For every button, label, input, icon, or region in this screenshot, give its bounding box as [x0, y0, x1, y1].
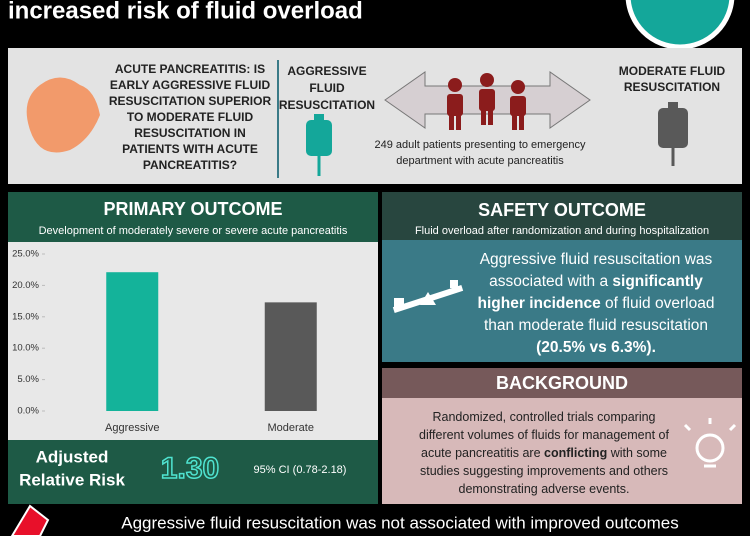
- safety-subtitle: Fluid overload after randomization and d…: [415, 225, 709, 237]
- risk-label: Adjusted: [36, 447, 109, 466]
- primary-subtitle: Development of moderately severe or seve…: [39, 225, 348, 237]
- background-line: demonstrating adverse events.: [459, 482, 630, 496]
- text-segment: of fluid overload: [601, 295, 715, 312]
- background-line: different volumes of fluids for manageme…: [419, 428, 669, 442]
- warning-arrow: [10, 504, 50, 536]
- y-tick-label: 15.0%: [12, 311, 39, 322]
- text-segment: studies suggesting improvements and othe…: [420, 464, 668, 478]
- text-segment: different volumes of fluids for manageme…: [419, 428, 669, 442]
- moderate-label: RESUSCITATION: [624, 80, 720, 94]
- safety-line: (20.5% vs 6.3%).: [536, 339, 656, 356]
- population-line: 249 adult patients presenting to emergen…: [375, 139, 586, 151]
- safety-line: higher incidence of fluid overload: [478, 295, 715, 312]
- header-title: increased risk of fluid overload: [8, 0, 363, 24]
- text-segment: associated with a: [489, 273, 612, 290]
- background-header: [382, 368, 742, 398]
- safety-title: SAFETY OUTCOME: [478, 200, 646, 220]
- background-line: studies suggesting improvements and othe…: [420, 464, 668, 478]
- people-icon: [447, 73, 526, 130]
- logo: [625, 0, 735, 50]
- text-segment: higher incidence: [478, 295, 602, 312]
- aggressive-label: AGGRESSIVE: [287, 64, 366, 78]
- text-segment: acute pancreatitis are: [421, 446, 544, 460]
- safety-header: [382, 192, 742, 240]
- question-line: PATIENTS WITH ACUTE: [122, 142, 258, 156]
- risk-label: Relative Risk: [19, 470, 125, 489]
- intro-panel: [8, 48, 742, 184]
- safety-body: [382, 240, 742, 362]
- text-segment: conflicting: [544, 446, 607, 460]
- y-tick-label: 20.0%: [12, 280, 39, 291]
- y-tick-label: 10.0%: [12, 343, 39, 354]
- x-tick-label: Moderate: [268, 422, 314, 434]
- seesaw-icon: [392, 280, 464, 313]
- question-line: PANCREATITIS?: [143, 158, 237, 172]
- primary-title: PRIMARY OUTCOME: [103, 199, 282, 219]
- iv-bag-moderate: [658, 102, 688, 166]
- question-line: RESUSCITATION SUPERIOR: [109, 94, 272, 108]
- y-tick-label: 0.0%: [17, 406, 39, 417]
- y-tick-label: 5.0%: [17, 374, 39, 385]
- background-line: Randomized, controlled trials comparing: [432, 410, 655, 424]
- text-segment: Aggressive fluid resuscitation was: [480, 251, 713, 268]
- aggressive-label: RESUSCITATION: [279, 98, 375, 112]
- bulb-icon: [683, 418, 737, 468]
- text-segment: significantly: [612, 273, 703, 290]
- chart-area: [8, 242, 378, 440]
- x-tick-label: Aggressive: [105, 422, 159, 434]
- y-tick-label: 25.0%: [12, 249, 39, 260]
- bar: [106, 272, 159, 411]
- text-segment: Randomized, controlled trials comparing: [432, 410, 655, 424]
- bar: [264, 302, 317, 411]
- text-segment: with some: [607, 446, 667, 460]
- moderate-label: MODERATE FLUID: [619, 64, 726, 78]
- question-line: RESUSCITATION IN: [134, 126, 246, 140]
- question-line: ACUTE PANCREATITIS: IS: [115, 62, 265, 76]
- text-segment: (20.5% vs 6.3%).: [536, 339, 656, 356]
- question-line: EARLY AGGRESSIVE FLUID: [110, 78, 271, 92]
- pancreas-icon: [26, 77, 101, 153]
- iv-bag-aggressive: [306, 114, 332, 176]
- background-line: acute pancreatitis are conflicting with …: [421, 446, 667, 460]
- risk-value: 1.30: [161, 452, 219, 485]
- population-line: department with acute pancreatitis: [396, 155, 564, 167]
- footer-text: Aggressive fluid resuscitation was not a…: [121, 513, 679, 532]
- question-line: TO MODERATE FLUID: [127, 110, 254, 124]
- safety-line: Aggressive fluid resuscitation was: [480, 251, 713, 268]
- aggressive-label: FLUID: [309, 81, 345, 95]
- confidence-interval: 95% CI (0.78-2.18): [254, 464, 347, 476]
- safety-line: associated with a significantly: [489, 273, 703, 290]
- safety-line: than moderate fluid resuscitation: [484, 317, 708, 334]
- text-segment: than moderate fluid resuscitation: [484, 317, 708, 334]
- text-segment: demonstrating adverse events.: [459, 482, 630, 496]
- background-body: [382, 398, 742, 504]
- background-title: BACKGROUND: [496, 373, 628, 393]
